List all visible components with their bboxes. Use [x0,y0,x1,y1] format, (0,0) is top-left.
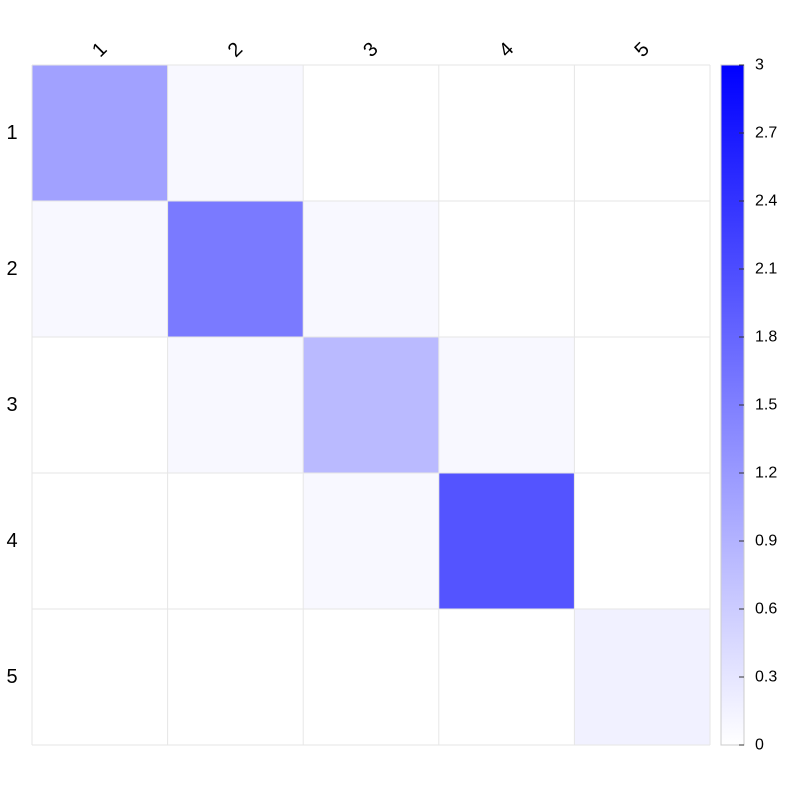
colorbar-tick-label: 2.4 [755,193,777,210]
heatmap-cell-r2-c4 [438,201,575,337]
y-tick-label: 4 [6,530,17,552]
y-axis-tick-labels: 1 2 3 4 5 [6,122,17,688]
x-tick-label: 4 [495,38,518,61]
colorbar-tick-label: 0.9 [755,533,777,550]
heatmap-cell-r3-c2 [167,337,304,473]
heatmap-cell-r2-c1 [32,201,168,337]
x-tick-label: 5 [630,38,653,61]
heatmap-cell-r1-c3 [303,65,439,201]
y-tick-label: 1 [6,122,17,144]
heatmap-cell-r1-c1 [32,65,168,201]
heatmap-cell-r4-c5 [574,473,710,609]
heatmap-cell-r1-c2 [167,65,304,201]
heatmap-cell-r5-c3 [303,609,439,745]
heatmap-cell-r3-c1 [32,337,168,473]
heatmap-cell-r1-c4 [438,65,575,201]
x-tick-label: 1 [88,38,111,61]
heatmap-cell-r5-c1 [32,609,168,745]
heatmap-cell-r5-c5 [574,609,710,745]
heatmap-cell-r2-c2 [167,201,304,337]
colorbar-tick-label: 1.8 [755,329,777,346]
heatmap-grid [31,64,711,746]
colorbar-tick-label: 0.3 [755,669,777,686]
heatmap-cell-r2-c5 [574,201,710,337]
heatmap-cell-r5-c2 [167,609,304,745]
colorbar-tick-label: 1.2 [755,465,777,482]
colorbar-tick-label: 2.7 [755,125,777,142]
colorbar-tick-label: 3 [755,57,764,74]
heatmap-cell-r3-c3 [303,337,439,473]
heatmap-cell-r4-c2 [167,473,304,609]
heatmap-cell-r5-c4 [438,609,575,745]
y-tick-label: 2 [6,258,17,280]
heatmap-cell-r3-c4 [438,337,575,473]
colorbar-tick-label: 2.1 [755,261,777,278]
x-tick-label: 2 [224,38,247,61]
heatmap-cell-r4-c3 [303,473,439,609]
colorbar: 0 0.3 0.6 0.9 1.2 1.5 1.8 2.1 2.4 2.7 3 [720,57,777,754]
heatmap-cell-r4-c4 [438,473,575,609]
heatmap-cell-r3-c5 [574,337,710,473]
colorbar-tick-label: 0.6 [755,601,777,618]
heatmap-cell-r1-c5 [574,65,710,201]
colorbar-tick-label: 0 [755,737,764,754]
x-axis-tick-labels: 1 2 3 4 5 [88,38,654,61]
colorbar-tick-label: 1.5 [755,397,777,414]
y-tick-label: 3 [6,394,17,416]
colorbar-tick-labels: 0 0.3 0.6 0.9 1.2 1.5 1.8 2.1 2.4 2.7 3 [739,57,777,754]
heatmap-cell-r2-c3 [303,201,439,337]
heatmap-cell-r4-c1 [32,473,168,609]
x-tick-label: 3 [359,38,382,61]
y-tick-label: 5 [6,666,17,688]
heatmap-cells [32,65,710,745]
